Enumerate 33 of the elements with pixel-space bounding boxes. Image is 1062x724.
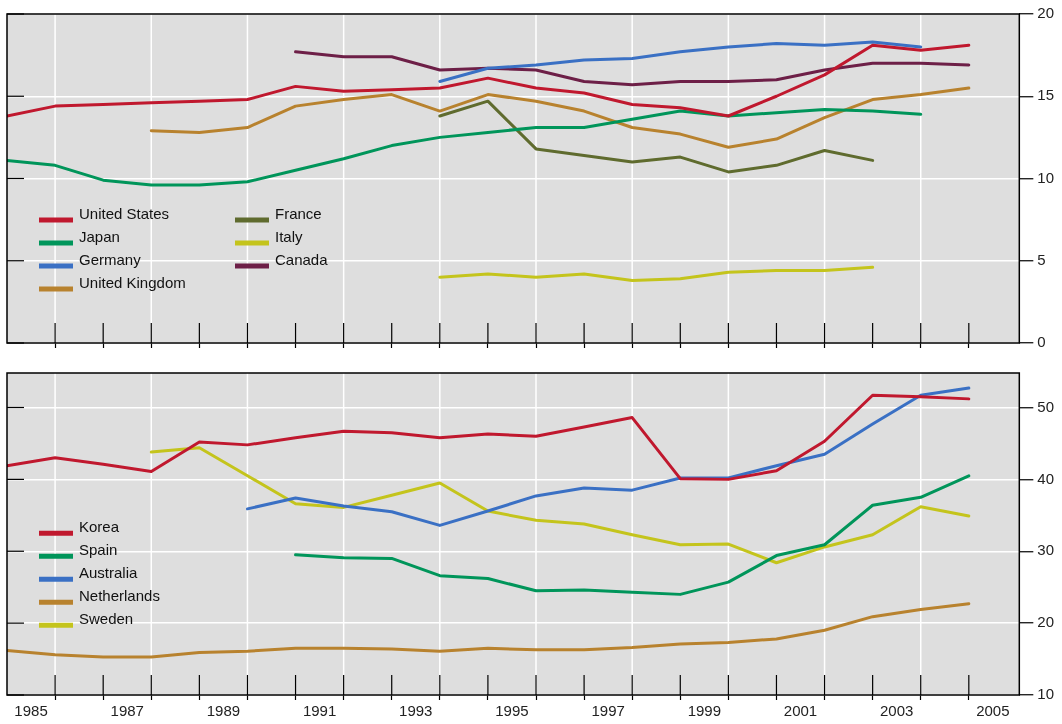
legend-label: Sweden [79,610,134,627]
legend-label: Japan [79,227,120,245]
legend-label: Spain [79,541,118,558]
x-tick-label: 1985 [14,702,48,720]
y-tick-label: 10 [1037,685,1054,703]
legend-label: Germany [79,250,142,268]
y-tick-label: 15 [1037,86,1054,104]
legend-label: Italy [275,227,304,245]
y-tick-label: 0 [1037,333,1046,351]
x-tick-label: 1991 [302,702,337,720]
legend-label: Canada [275,250,329,268]
legend-label: United Kingdom [79,273,186,291]
y-tick-label: 40 [1037,469,1054,487]
y-tick-label: 5 [1037,250,1046,268]
y-tick-label: 50 [1037,397,1054,415]
x-tick-label: 1995 [495,702,529,720]
legend-label: Korea [79,518,120,535]
x-tick-label: 1997 [591,702,625,720]
x-tick-label: 1987 [110,702,144,720]
x-tick-label: 1999 [687,702,722,720]
legend-label: France [275,204,322,222]
y-tick-label: 20 [1037,4,1054,22]
x-tick-label: 2005 [976,702,1010,720]
legend-label: Australia [79,564,139,581]
y-tick-label: 20 [1037,613,1054,631]
x-tick-label: 1993 [399,702,433,720]
x-tick-label: 1989 [206,702,241,720]
x-tick-label: 2001 [783,702,818,720]
x-tick-label: 2003 [880,702,914,720]
legend-label: United States [79,204,170,222]
legend-label: Netherlands [79,587,160,604]
y-tick-label: 10 [1037,168,1054,186]
y-tick-label: 30 [1037,541,1054,559]
